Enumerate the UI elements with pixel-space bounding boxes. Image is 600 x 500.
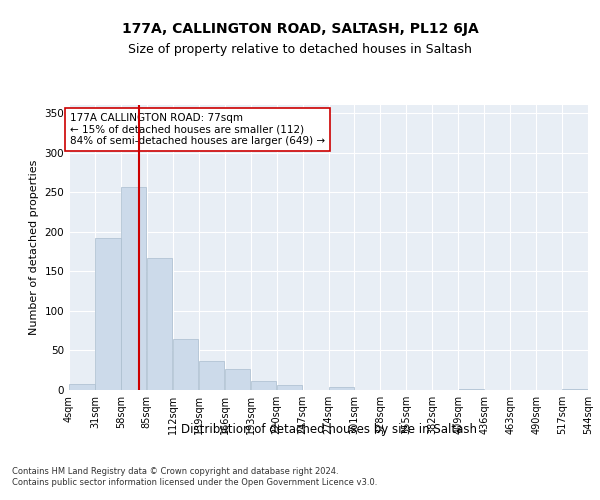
Text: Distribution of detached houses by size in Saltash: Distribution of detached houses by size … xyxy=(181,422,477,436)
Bar xyxy=(95,238,121,390)
Bar xyxy=(562,389,587,390)
Bar xyxy=(199,360,224,390)
Bar xyxy=(251,382,276,390)
Text: Contains HM Land Registry data © Crown copyright and database right 2024.
Contai: Contains HM Land Registry data © Crown c… xyxy=(12,468,377,487)
Text: 177A, CALLINGTON ROAD, SALTASH, PL12 6JA: 177A, CALLINGTON ROAD, SALTASH, PL12 6JA xyxy=(122,22,478,36)
Text: Size of property relative to detached houses in Saltash: Size of property relative to detached ho… xyxy=(128,42,472,56)
Text: 177A CALLINGTON ROAD: 77sqm
← 15% of detached houses are smaller (112)
84% of se: 177A CALLINGTON ROAD: 77sqm ← 15% of det… xyxy=(70,113,325,146)
Y-axis label: Number of detached properties: Number of detached properties xyxy=(29,160,39,335)
Bar xyxy=(147,258,172,390)
Bar xyxy=(121,188,146,390)
Bar xyxy=(277,385,302,390)
Bar xyxy=(225,368,250,390)
Bar xyxy=(458,389,484,390)
Bar xyxy=(173,338,199,390)
Bar xyxy=(329,387,354,390)
Bar xyxy=(70,384,95,390)
